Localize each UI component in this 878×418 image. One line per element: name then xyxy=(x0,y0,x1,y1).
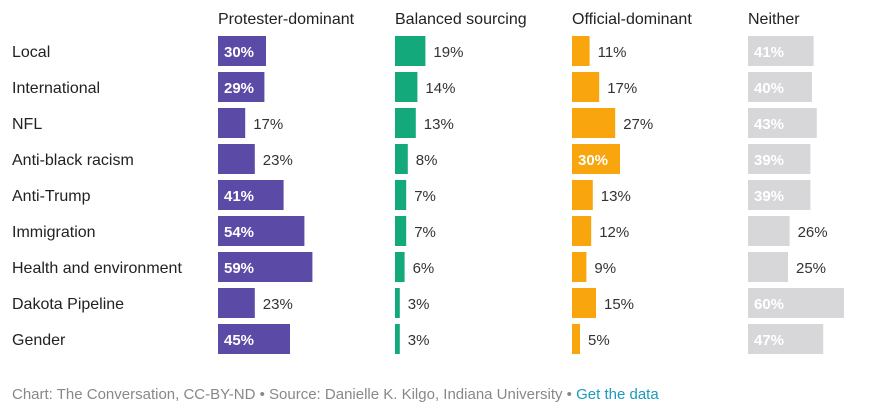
value-label-2-2: 27% xyxy=(623,116,653,133)
value-label-2-6: 9% xyxy=(594,260,616,277)
bar-2-5 xyxy=(572,216,592,246)
value-label-2-1: 17% xyxy=(607,80,637,97)
value-label-1-2: 13% xyxy=(424,116,454,133)
bar-2-3 xyxy=(572,144,620,174)
bar-3-4 xyxy=(748,180,811,210)
value-label-1-8: 3% xyxy=(408,332,430,349)
bar-0-0 xyxy=(218,36,266,66)
row-label-3: Anti-black racism xyxy=(12,152,134,169)
value-label-3-1: 40% xyxy=(754,80,784,97)
bar-0-2 xyxy=(218,108,246,138)
bar-2-6 xyxy=(572,252,587,282)
value-label-0-6: 59% xyxy=(224,260,254,277)
value-label-3-6: 25% xyxy=(796,260,826,277)
value-label-0-5: 54% xyxy=(224,224,254,241)
chart-footer: Chart: The Conversation, CC-BY-ND • Sour… xyxy=(12,386,659,403)
row-label-0: Local xyxy=(12,44,50,61)
value-label-3-2: 43% xyxy=(754,116,784,133)
bar-1-0 xyxy=(395,36,426,66)
bar-1-8 xyxy=(395,324,400,354)
bar-0-4 xyxy=(218,180,284,210)
bar-1-2 xyxy=(395,108,416,138)
row-label-5: Immigration xyxy=(12,224,96,241)
value-label-2-0: 11% xyxy=(598,44,627,61)
value-label-1-3: 8% xyxy=(416,152,438,169)
footer-separator: • xyxy=(255,386,270,403)
value-label-2-7: 15% xyxy=(604,296,634,313)
bar-0-5 xyxy=(218,216,305,246)
value-label-1-0: 19% xyxy=(433,44,463,61)
bar-3-7 xyxy=(748,288,844,318)
bar-3-2 xyxy=(748,108,817,138)
row-label-1: International xyxy=(12,80,100,97)
bar-0-8 xyxy=(218,324,290,354)
bar-0-7 xyxy=(218,288,255,318)
get-the-data-link[interactable]: Get the data xyxy=(576,386,659,403)
value-label-3-5: 26% xyxy=(798,224,828,241)
value-label-0-4: 41% xyxy=(224,188,254,205)
bar-2-7 xyxy=(572,288,596,318)
value-label-1-7: 3% xyxy=(408,296,430,313)
bar-1-1 xyxy=(395,72,418,102)
bar-1-6 xyxy=(395,252,405,282)
row-label-8: Gender xyxy=(12,332,66,349)
bar-2-8 xyxy=(572,324,580,354)
row-label-7: Dakota Pipeline xyxy=(12,296,124,313)
bar-2-0 xyxy=(572,36,590,66)
bar-1-4 xyxy=(395,180,407,210)
bar-3-8 xyxy=(748,324,824,354)
value-label-3-7: 60% xyxy=(754,296,784,313)
bar-0-6 xyxy=(218,252,313,282)
footer-credit: Chart: The Conversation, CC-BY-ND xyxy=(12,386,256,403)
column-header-0: Protester-dominant xyxy=(218,11,355,28)
value-label-1-4: 7% xyxy=(414,188,436,205)
value-label-0-3: 23% xyxy=(263,152,293,169)
chart: Protester-dominant Balanced sourcing Offic… xyxy=(12,11,844,354)
value-label-1-5: 7% xyxy=(414,224,436,241)
bar-0-3 xyxy=(218,144,255,174)
value-label-1-1: 14% xyxy=(425,80,455,97)
bar-2-2 xyxy=(572,108,616,138)
bar-2-1 xyxy=(572,72,600,102)
footer-source: Source: Danielle K. Kilgo, Indiana Unive… xyxy=(269,386,563,403)
column-header-3: Neither xyxy=(748,11,800,28)
row-label-4: Anti-Trump xyxy=(12,188,91,205)
bar-3-0 xyxy=(748,36,814,66)
bar-1-7 xyxy=(395,288,400,318)
bar-3-6 xyxy=(748,252,788,282)
bar-2-4 xyxy=(572,180,593,210)
value-label-1-6: 6% xyxy=(413,260,435,277)
bar-3-5 xyxy=(748,216,790,246)
column-header-1: Balanced sourcing xyxy=(395,11,527,28)
value-label-0-7: 23% xyxy=(263,296,293,313)
value-label-2-3: 30% xyxy=(578,152,608,169)
value-label-3-8: 47% xyxy=(754,332,784,349)
value-label-0-1: 29% xyxy=(224,80,254,97)
value-label-3-3: 39% xyxy=(754,152,784,169)
bar-1-5 xyxy=(395,216,407,246)
value-label-3-4: 39% xyxy=(754,188,784,205)
value-label-2-4: 13% xyxy=(601,188,631,205)
bar-3-3 xyxy=(748,144,811,174)
bar-0-1 xyxy=(218,72,265,102)
column-header-2: Official-dominant xyxy=(572,11,692,28)
value-label-0-8: 45% xyxy=(224,332,254,349)
row-label-6: Health and environment xyxy=(12,260,182,277)
value-label-2-8: 5% xyxy=(588,332,610,349)
bar-1-3 xyxy=(395,144,408,174)
value-label-3-0: 41% xyxy=(754,44,784,61)
value-label-0-0: 30% xyxy=(224,44,254,61)
footer-separator-2: • xyxy=(562,386,577,403)
bar-3-1 xyxy=(748,72,812,102)
value-label-0-2: 17% xyxy=(253,116,283,133)
value-label-2-5: 12% xyxy=(599,224,629,241)
row-label-2: NFL xyxy=(12,116,42,133)
